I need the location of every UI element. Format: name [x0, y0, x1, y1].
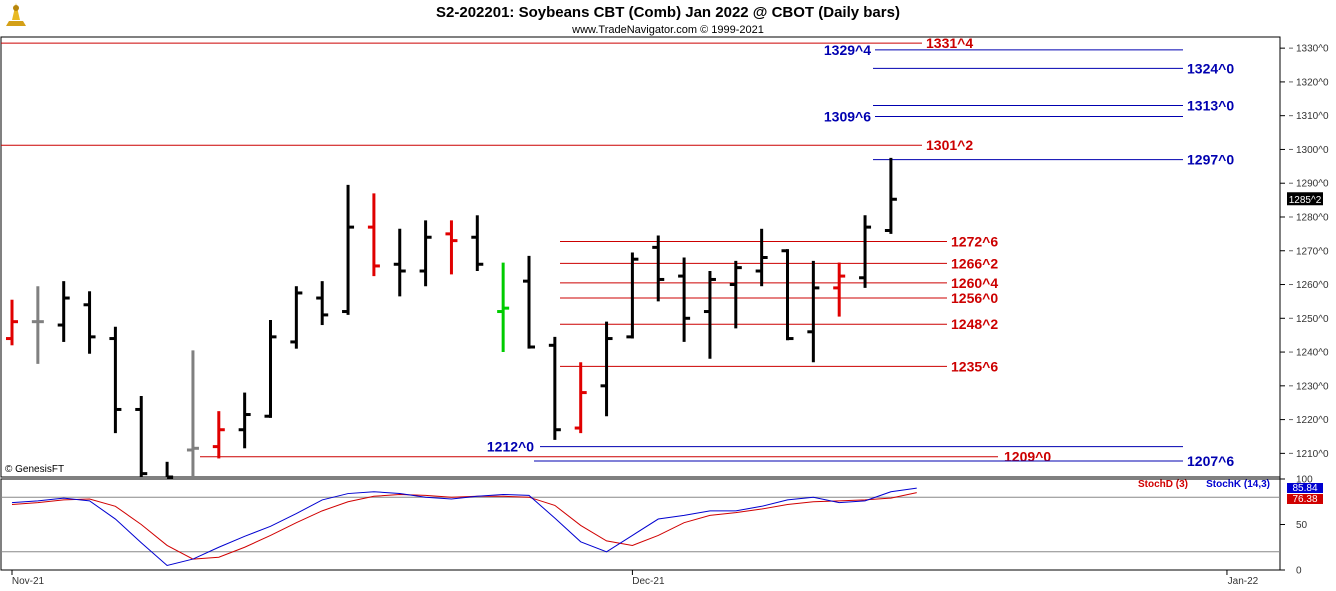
ohlc-bar — [57, 281, 70, 342]
price-tick-label: 1320^0 — [1296, 77, 1329, 88]
level-label: 1297^0 — [1187, 152, 1234, 168]
ohlc-bar — [367, 193, 380, 277]
stochd-last-label: 76.38 — [1292, 494, 1317, 505]
ohlc-bar — [264, 319, 277, 418]
price-axis: 1210^0 1220^0 1230^0 1240^0 1250^0 1260^0 1270… — [1279, 37, 1329, 570]
stochk-last-label: 85.84 — [1292, 483, 1317, 494]
ohlc-bar — [135, 395, 148, 477]
price-tick-label: 1240^0 — [1296, 348, 1329, 359]
ohlc-bar — [445, 220, 458, 275]
ohlc-bar — [212, 411, 225, 459]
level-label: 1309^6 — [824, 109, 871, 125]
time-tick-label: Nov-21 — [12, 576, 45, 587]
stochk-legend: StochK (14,3) — [1206, 479, 1270, 490]
ohlc-bar — [31, 286, 44, 364]
price-tick-label: 1270^0 — [1296, 246, 1329, 257]
ohlc-bar — [316, 281, 329, 326]
ohlc-bar — [833, 262, 846, 317]
price-tick-label: 1300^0 — [1296, 145, 1329, 156]
ohlc-bar — [497, 262, 510, 353]
ohlc-bar — [859, 215, 872, 288]
level-lines: 1331^4 1329^4 1324^0 1313^0 1309^6 1301^2 1297… — [1, 35, 1234, 469]
level-label: 1256^0 — [951, 290, 998, 306]
watermark: © GenesisFT — [5, 464, 64, 475]
level-label: 1212^0 — [487, 439, 534, 455]
ohlc-bar — [419, 220, 432, 287]
price-tick-label: 1230^0 — [1296, 381, 1329, 392]
stochd-legend: StochD (3) — [1138, 479, 1188, 490]
price-tick-label: 1330^0 — [1296, 44, 1329, 55]
level-label: 1272^6 — [951, 233, 998, 249]
trade-navigator-logo-icon — [6, 3, 26, 26]
ohlc-bar — [393, 228, 406, 297]
time-axis: Nov-21 Dec-21 Jan-22 — [1, 569, 1280, 587]
stochastic-last-values: 85.84 76.38 — [1287, 483, 1323, 505]
ohlc-bar — [290, 286, 303, 349]
ohlc-bar — [678, 257, 691, 342]
stochastic-axis: 0 50 100 — [1280, 475, 1313, 577]
level-label: 1313^0 — [1187, 98, 1234, 114]
ohlc-bar — [548, 336, 561, 440]
ohlc-bar — [165, 461, 174, 479]
ohlc-bar — [83, 291, 96, 354]
last-price-label: 1285^2 — [1289, 195, 1322, 206]
ohlc-bar — [626, 252, 639, 339]
ohlc-bar — [729, 260, 742, 329]
ohlc-bar — [600, 321, 613, 417]
ohlc-bar — [781, 249, 794, 341]
ohlc-bar — [238, 392, 251, 449]
ohlc-bar — [342, 184, 355, 315]
level-label: 1209^0 — [1004, 449, 1051, 465]
stoch-tick-label: 100 — [1296, 475, 1313, 486]
ohlc-bar — [807, 260, 820, 363]
ohlc-bar — [703, 271, 716, 359]
ohlc-bar — [186, 350, 199, 477]
chart-subtitle: www.TradeNavigator.com © 1999-2021 — [571, 24, 764, 36]
level-label: 1235^6 — [951, 358, 998, 374]
level-label: 1331^4 — [926, 35, 973, 51]
level-label: 1324^0 — [1187, 60, 1234, 76]
level-label: 1248^2 — [951, 316, 998, 332]
ohlc-bar — [652, 235, 665, 302]
time-tick-label: Jan-22 — [1228, 576, 1259, 587]
last-price-marker: 1285^2 — [1287, 192, 1323, 206]
price-tick-label: 1210^0 — [1296, 449, 1329, 460]
time-tick-label: Dec-21 — [632, 576, 665, 587]
price-tick-label: 1260^0 — [1296, 280, 1329, 291]
price-tick-label: 1250^0 — [1296, 314, 1329, 325]
ohlc-bar — [523, 255, 535, 349]
stochd-line — [11, 492, 917, 560]
ohlc-bar — [109, 326, 122, 434]
stoch-tick-label: 0 — [1296, 566, 1302, 577]
stochastic-lines — [1, 487, 1280, 566]
stochk-line — [11, 487, 917, 566]
ohlc-bar — [574, 362, 587, 434]
chart-title: S2-202201: Soybeans CBT (Comb) Jan 2022 … — [436, 4, 900, 21]
stoch-tick-label: 50 — [1296, 520, 1308, 531]
level-label: 1329^4 — [824, 42, 871, 58]
ohlc-bar — [884, 157, 897, 234]
price-tick-label: 1310^0 — [1296, 111, 1329, 122]
price-tick-label: 1280^0 — [1296, 212, 1329, 223]
level-label: 1207^6 — [1187, 453, 1234, 469]
ohlc-bar — [755, 228, 768, 287]
price-tick-label: 1290^0 — [1296, 179, 1329, 190]
ohlc-bar — [6, 299, 18, 346]
price-bars — [6, 157, 897, 479]
level-label: 1260^4 — [951, 275, 998, 291]
price-tick-label: 1220^0 — [1296, 415, 1329, 426]
level-label: 1301^2 — [926, 137, 973, 153]
level-label: 1266^2 — [951, 255, 998, 271]
ohlc-bar — [471, 215, 484, 272]
